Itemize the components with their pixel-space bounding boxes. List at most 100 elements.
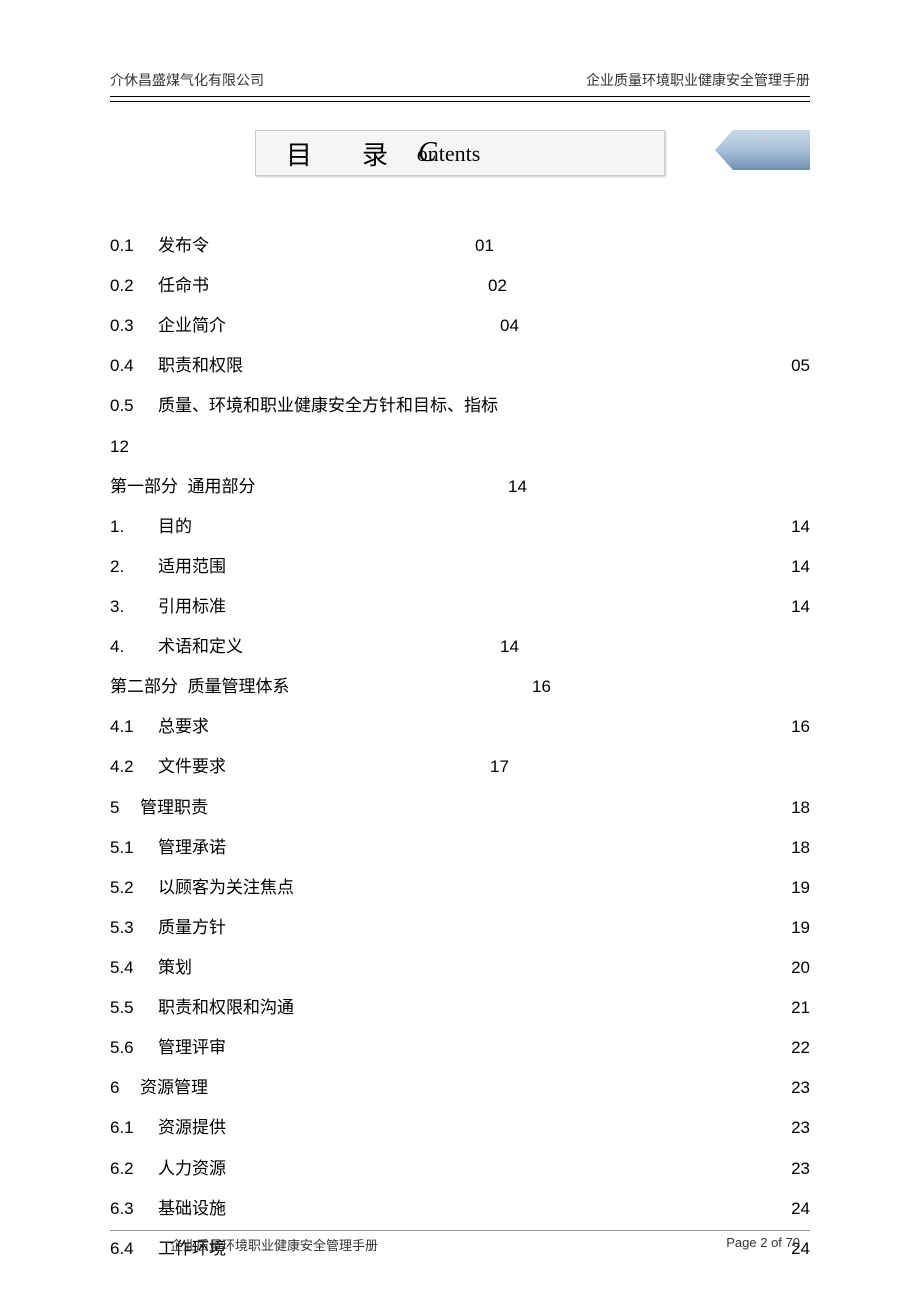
toc-number: 6.1	[110, 1108, 158, 1148]
document-page: 介休昌盛煤气化有限公司 企业质量环境职业健康安全管理手册 目录 Contents…	[0, 0, 920, 1304]
toc-number: 5.1	[110, 828, 158, 868]
toc-page: 23	[791, 1149, 810, 1189]
footer-doc-title: 企业质量环境职业健康安全管理手册	[170, 1235, 378, 1254]
toc-page: 23	[791, 1068, 810, 1108]
toc-title: 职责和权限	[158, 346, 243, 386]
toc-title: 发布令	[158, 226, 209, 266]
toc-title: 适用范围	[158, 547, 226, 587]
toc-number: 5.2	[110, 868, 158, 908]
toc-row: 5.6管理评审 22	[110, 1028, 810, 1068]
toc-page: 14	[791, 587, 810, 627]
page-footer: 企业质量环境职业健康安全管理手册 Page 2 of 70	[110, 1230, 810, 1254]
toc-page: 04	[500, 306, 519, 346]
toc-page: 19	[791, 868, 810, 908]
toc-title: 质量方针	[158, 908, 226, 948]
toc-page: 18	[791, 828, 810, 868]
header-rule	[110, 101, 810, 102]
toc-row: 0.4职责和权限05	[110, 346, 810, 386]
title-bar: 目录 Contents	[110, 130, 810, 176]
toc-page: 23	[791, 1108, 810, 1148]
toc-title: 总要求	[158, 707, 209, 747]
page-header: 介休昌盛煤气化有限公司 企业质量环境职业健康安全管理手册	[110, 70, 810, 97]
toc-number: 6	[110, 1068, 140, 1108]
toc-title: 文件要求	[158, 747, 226, 787]
toc-page: 01	[475, 226, 494, 266]
toc-number: 5.6	[110, 1028, 158, 1068]
toc-title: 第二部分 质量管理体系	[110, 667, 289, 707]
toc-page: 17	[490, 747, 509, 787]
toc-number: 4.	[110, 627, 158, 667]
toc-title: 引用标准	[158, 587, 226, 627]
toc-row: 6.1资源提供23	[110, 1108, 810, 1148]
footer-page-number: Page 2 of 70	[726, 1235, 800, 1254]
title-chinese: 目录	[286, 135, 438, 172]
toc-number: 1.	[110, 507, 158, 547]
toc-title: 人力资源	[158, 1149, 226, 1189]
toc-number: 2.	[110, 547, 158, 587]
toc-row: 12	[110, 427, 810, 467]
toc-title: 资源管理	[140, 1068, 208, 1108]
toc-row: 2.适用范围 14	[110, 547, 810, 587]
toc-row: 6.2人力资源 23	[110, 1149, 810, 1189]
toc-page: 16	[791, 707, 810, 747]
toc-row: 3.引用标准 14	[110, 587, 810, 627]
toc-row: 0.3企业简介04	[110, 306, 810, 346]
toc-number: 4.2	[110, 747, 158, 787]
toc-title: 企业简介	[158, 306, 226, 346]
toc-title: 基础设施	[158, 1189, 226, 1229]
toc-page: 20	[791, 948, 810, 988]
toc-number: 0.1	[110, 226, 158, 266]
arrow-decoration	[715, 130, 810, 170]
toc-page: 21	[791, 988, 810, 1028]
toc-title: 管理承诺	[158, 828, 226, 868]
toc-page: 14	[508, 467, 527, 507]
toc-page: 14	[791, 507, 810, 547]
toc-row: 4.2文件要求 17	[110, 747, 810, 787]
toc-page: 24	[791, 1189, 810, 1229]
toc-number: 0.5	[110, 386, 158, 426]
toc-row: 0.5质量、环境和职业健康安全方针和目标、指标	[110, 386, 810, 426]
toc-page: 22	[791, 1028, 810, 1068]
toc-title: 术语和定义	[158, 627, 243, 667]
toc-row: 5.4策划 20	[110, 948, 810, 988]
toc-page: 16	[532, 667, 551, 707]
toc-number: 0.2	[110, 266, 158, 306]
toc-number: 4.1	[110, 707, 158, 747]
title-english: Contents	[438, 137, 480, 169]
toc-page: 14	[791, 547, 810, 587]
toc-row: 0.2任命书 02	[110, 266, 810, 306]
toc-number: 6.3	[110, 1189, 158, 1229]
toc-row: 4.1总要求 16	[110, 707, 810, 747]
toc-page: 19	[791, 908, 810, 948]
toc-number: 5.4	[110, 948, 158, 988]
toc-title: 策划	[158, 948, 192, 988]
toc-page: 05	[791, 346, 810, 386]
toc-number: 12	[110, 427, 158, 467]
toc-number: 5.5	[110, 988, 158, 1028]
toc-title: 第一部分 通用部分	[110, 467, 255, 507]
toc-row: 5.5职责和权限和沟通 21	[110, 988, 810, 1028]
toc-title: 管理职责	[140, 788, 208, 828]
toc-title: 职责和权限和沟通	[158, 988, 294, 1028]
toc-number: 6.2	[110, 1149, 158, 1189]
toc-row: 6.3基础设施 24	[110, 1189, 810, 1229]
toc-row: 5管理职责18	[110, 788, 810, 828]
title-box: 目录 Contents	[255, 130, 665, 176]
toc-row: 0.1发布令 01	[110, 226, 810, 266]
toc-number: 3.	[110, 587, 158, 627]
toc-row: 6资源管理 23	[110, 1068, 810, 1108]
toc-row: 5.1管理承诺 18	[110, 828, 810, 868]
toc-title: 目的	[158, 507, 192, 547]
toc-row: 1.目的 14	[110, 507, 810, 547]
toc-page: 02	[488, 266, 507, 306]
toc-row: 4.术语和定义 14	[110, 627, 810, 667]
toc-page: 14	[500, 627, 519, 667]
title-en-rest: ontents	[417, 141, 481, 166]
toc-row: 第二部分 质量管理体系 16	[110, 667, 810, 707]
toc-title: 任命书	[158, 266, 209, 306]
header-company: 介休昌盛煤气化有限公司	[110, 70, 264, 90]
toc-row: 5.3质量方针19	[110, 908, 810, 948]
toc-row: 第一部分 通用部分 14	[110, 467, 810, 507]
toc-title: 质量、环境和职业健康安全方针和目标、指标	[158, 386, 498, 426]
toc-title: 管理评审	[158, 1028, 226, 1068]
